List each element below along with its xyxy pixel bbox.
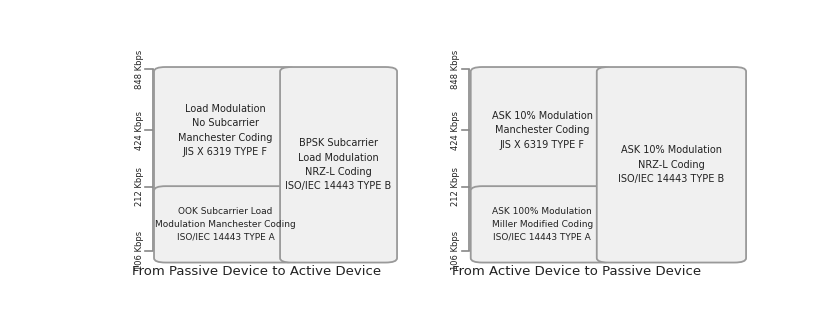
Text: 424 Kbps: 424 Kbps (134, 111, 143, 150)
Text: 212 Kbps: 212 Kbps (134, 167, 143, 206)
Text: OOK Subcarrier Load
Modulation Manchester Coding
ISO/IEC 14443 TYPE A: OOK Subcarrier Load Modulation Mancheste… (155, 207, 296, 242)
Text: ASK 100% Modulation
Miller Modified Coding
ISO/IEC 14443 TYPE A: ASK 100% Modulation Miller Modified Codi… (491, 207, 593, 242)
Text: 106 Kbps: 106 Kbps (451, 231, 460, 270)
Text: From Active Device to Passive Device: From Active Device to Passive Device (451, 265, 701, 278)
Text: 848 Kbps: 848 Kbps (451, 49, 460, 89)
FancyBboxPatch shape (280, 67, 397, 263)
FancyBboxPatch shape (154, 186, 297, 263)
Text: 848 Kbps: 848 Kbps (134, 49, 143, 89)
FancyBboxPatch shape (470, 186, 614, 263)
Text: Load Modulation
No Subcarrier
Manchester Coding
JIS X 6319 TYPE F: Load Modulation No Subcarrier Manchester… (178, 104, 273, 157)
Text: ASK 10% Modulation
Manchester Coding
JIS X 6319 TYPE F: ASK 10% Modulation Manchester Coding JIS… (492, 111, 593, 150)
Text: From Passive Device to Active Device: From Passive Device to Active Device (132, 265, 380, 278)
Text: 212 Kbps: 212 Kbps (451, 167, 460, 206)
Text: BPSK Subcarrier
Load Modulation
NRZ-L Coding
ISO/IEC 14443 TYPE B: BPSK Subcarrier Load Modulation NRZ-L Co… (285, 138, 392, 191)
Text: 106 Kbps: 106 Kbps (134, 231, 143, 270)
Text: ASK 10% Modulation
NRZ-L Coding
ISO/IEC 14443 TYPE B: ASK 10% Modulation NRZ-L Coding ISO/IEC … (618, 145, 725, 184)
FancyBboxPatch shape (597, 67, 746, 263)
Text: 424 Kbps: 424 Kbps (451, 111, 460, 150)
FancyBboxPatch shape (154, 67, 297, 194)
FancyBboxPatch shape (470, 67, 614, 194)
